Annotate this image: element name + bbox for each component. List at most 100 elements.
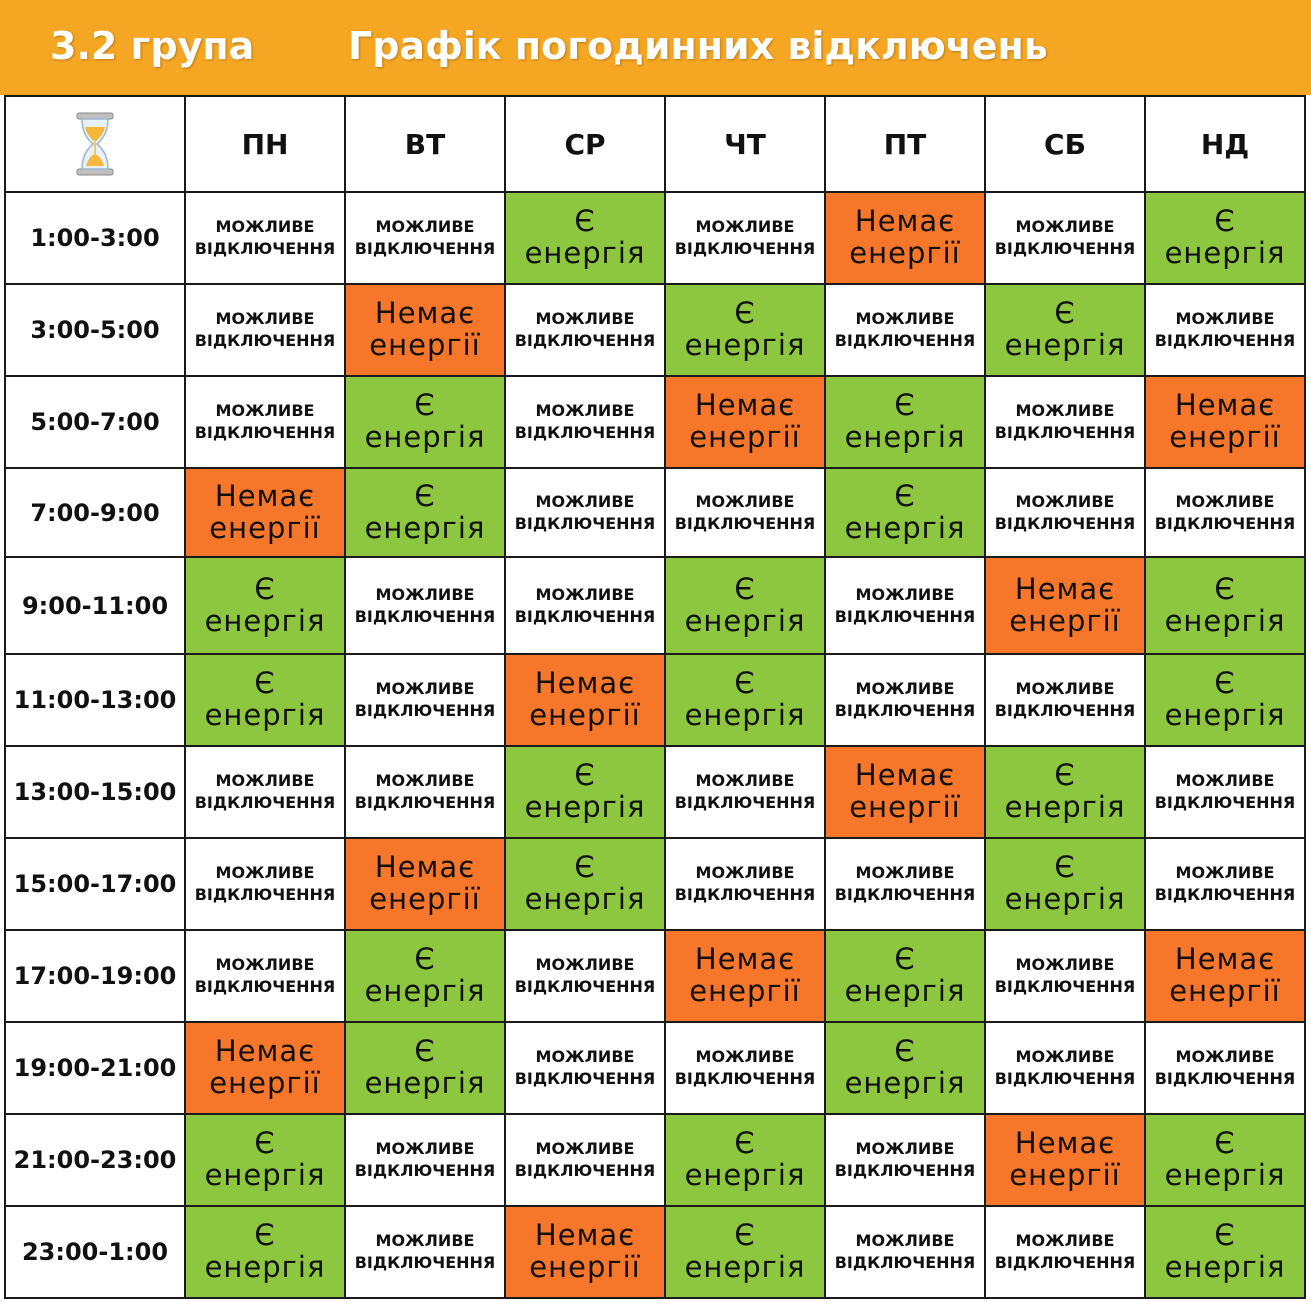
status-line1: МОЖЛИВЕ	[215, 863, 315, 883]
status-cell-maybe: МОЖЛИВЕ ВІДКЛЮЧЕННЯ	[986, 655, 1146, 747]
time-slot-label: 3:00-5:00	[6, 285, 186, 377]
status-cell-maybe: МОЖЛИВЕ ВІДКЛЮЧЕННЯ	[986, 469, 1146, 558]
status-cell-off: Немає енергії	[186, 1023, 346, 1115]
status-line2: енергія	[684, 1250, 806, 1284]
status-cell-maybe: МОЖЛИВЕ ВІДКЛЮЧЕННЯ	[826, 558, 986, 655]
status-line2: ВІДКЛЮЧЕННЯ	[674, 1069, 816, 1088]
time-slot-label: 15:00-17:00	[6, 839, 186, 931]
status-line1: МОЖЛИВЕ	[535, 1047, 635, 1067]
status-line2: ВІДКЛЮЧЕННЯ	[994, 701, 1136, 720]
time-slot-label: 7:00-9:00	[6, 469, 186, 558]
status-line2: енергія	[204, 603, 326, 638]
status-line2: енергії	[689, 420, 801, 454]
status-line1: МОЖЛИВЕ	[1015, 955, 1115, 975]
time-slot-label: 23:00-1:00	[6, 1207, 186, 1299]
status-line1: Є	[1214, 204, 1236, 239]
status-line2: енергія	[524, 790, 646, 824]
status-line2: енергія	[1164, 1250, 1286, 1284]
status-line2: енергія	[844, 510, 966, 545]
status-line1: Є	[1214, 1126, 1236, 1161]
status-line1: Є	[254, 571, 276, 606]
status-line2: ВІДКЛЮЧЕННЯ	[354, 1161, 496, 1180]
status-line2: ВІДКЛЮЧЕННЯ	[994, 423, 1136, 442]
day-header: ЧТ	[666, 97, 826, 193]
status-line1: Є	[414, 1034, 436, 1069]
status-line2: енергія	[204, 1158, 326, 1192]
status-line1: МОЖЛИВЕ	[695, 1047, 795, 1067]
page-title: Графік погодинних відключень	[348, 24, 1048, 68]
status-line1: МОЖЛИВЕ	[1015, 401, 1115, 421]
status-cell-maybe: МОЖЛИВЕ ВІДКЛЮЧЕННЯ	[346, 747, 506, 839]
status-cell-maybe: МОЖЛИВЕ ВІДКЛЮЧЕННЯ	[986, 193, 1146, 285]
status-line2: енергії	[209, 510, 321, 545]
status-line1: МОЖЛИВЕ	[215, 955, 315, 975]
status-line2: ВІДКЛЮЧЕННЯ	[354, 701, 496, 720]
status-line2: енергії	[1169, 974, 1281, 1008]
status-line1: Немає	[534, 1218, 636, 1253]
schedule-table: ПН ВТ СР ЧТ ПТ СБ НД 1:00-3:00 МОЖЛИВЕ ВІДКЛЮЧЕНН…	[4, 95, 1306, 1299]
status-line2: ВІДКЛЮЧЕННЯ	[834, 1253, 976, 1272]
status-line1: Немає	[374, 296, 476, 331]
status-cell-maybe: МОЖЛИВЕ ВІДКЛЮЧЕННЯ	[346, 1115, 506, 1207]
status-cell-maybe: МОЖЛИВЕ ВІДКЛЮЧЕННЯ	[666, 469, 826, 558]
status-cell-maybe: МОЖЛИВЕ ВІДКЛЮЧЕННЯ	[826, 285, 986, 377]
time-slot-label: 21:00-23:00	[6, 1115, 186, 1207]
status-line2: енергії	[849, 236, 961, 270]
status-line2: ВІДКЛЮЧЕННЯ	[1154, 1069, 1296, 1088]
status-line1: Є	[414, 478, 436, 513]
status-line1: МОЖЛИВЕ	[215, 217, 315, 237]
status-line1: Є	[1054, 850, 1076, 885]
status-cell-off: Немає енергії	[986, 1115, 1146, 1207]
status-line2: енергії	[529, 698, 641, 732]
status-line2: енергія	[204, 1250, 326, 1284]
status-line2: енергії	[529, 1250, 641, 1284]
status-line2: ВІДКЛЮЧЕННЯ	[674, 513, 816, 533]
status-cell-maybe: МОЖЛИВЕ ВІДКЛЮЧЕННЯ	[186, 193, 346, 285]
status-line2: енергія	[1164, 603, 1286, 638]
status-line2: ВІДКЛЮЧЕННЯ	[674, 793, 816, 812]
status-line2: енергія	[684, 1158, 806, 1192]
status-line1: Є	[254, 1218, 276, 1253]
status-line1: МОЖЛИВЕ	[855, 584, 955, 604]
status-cell-off: Немає енергії	[346, 839, 506, 931]
status-cell-maybe: МОЖЛИВЕ ВІДКЛЮЧЕННЯ	[506, 1023, 666, 1115]
status-cell-maybe: МОЖЛИВЕ ВІДКЛЮЧЕННЯ	[826, 655, 986, 747]
status-cell-off: Немає енергії	[186, 469, 346, 558]
status-line2: ВІДКЛЮЧЕННЯ	[994, 513, 1136, 533]
status-line2: ВІДКЛЮЧЕННЯ	[514, 1069, 656, 1088]
status-line1: Є	[894, 478, 916, 513]
status-line2: ВІДКЛЮЧЕННЯ	[1154, 885, 1296, 904]
status-line1: МОЖЛИВЕ	[1175, 771, 1275, 791]
status-line2: ВІДКЛЮЧЕННЯ	[834, 701, 976, 720]
status-line2: ВІДКЛЮЧЕННЯ	[514, 606, 656, 626]
time-slot-label: 17:00-19:00	[6, 931, 186, 1023]
status-line1: МОЖЛИВЕ	[695, 771, 795, 791]
status-line1: Є	[734, 296, 756, 331]
status-line1: МОЖЛИВЕ	[1015, 217, 1115, 237]
status-line2: енергії	[1009, 1158, 1121, 1192]
status-line1: МОЖЛИВЕ	[535, 584, 635, 604]
status-line1: МОЖЛИВЕ	[215, 771, 315, 791]
status-cell-off: Немає енергії	[986, 558, 1146, 655]
status-line1: Є	[254, 1126, 276, 1161]
status-line1: Немає	[694, 942, 796, 977]
status-line1: МОЖЛИВЕ	[1175, 863, 1275, 883]
status-line1: МОЖЛИВЕ	[535, 309, 635, 329]
status-cell-off: Немає енергії	[826, 747, 986, 839]
status-line2: ВІДКЛЮЧЕННЯ	[1154, 331, 1296, 350]
status-cell-maybe: МОЖЛИВЕ ВІДКЛЮЧЕННЯ	[186, 931, 346, 1023]
